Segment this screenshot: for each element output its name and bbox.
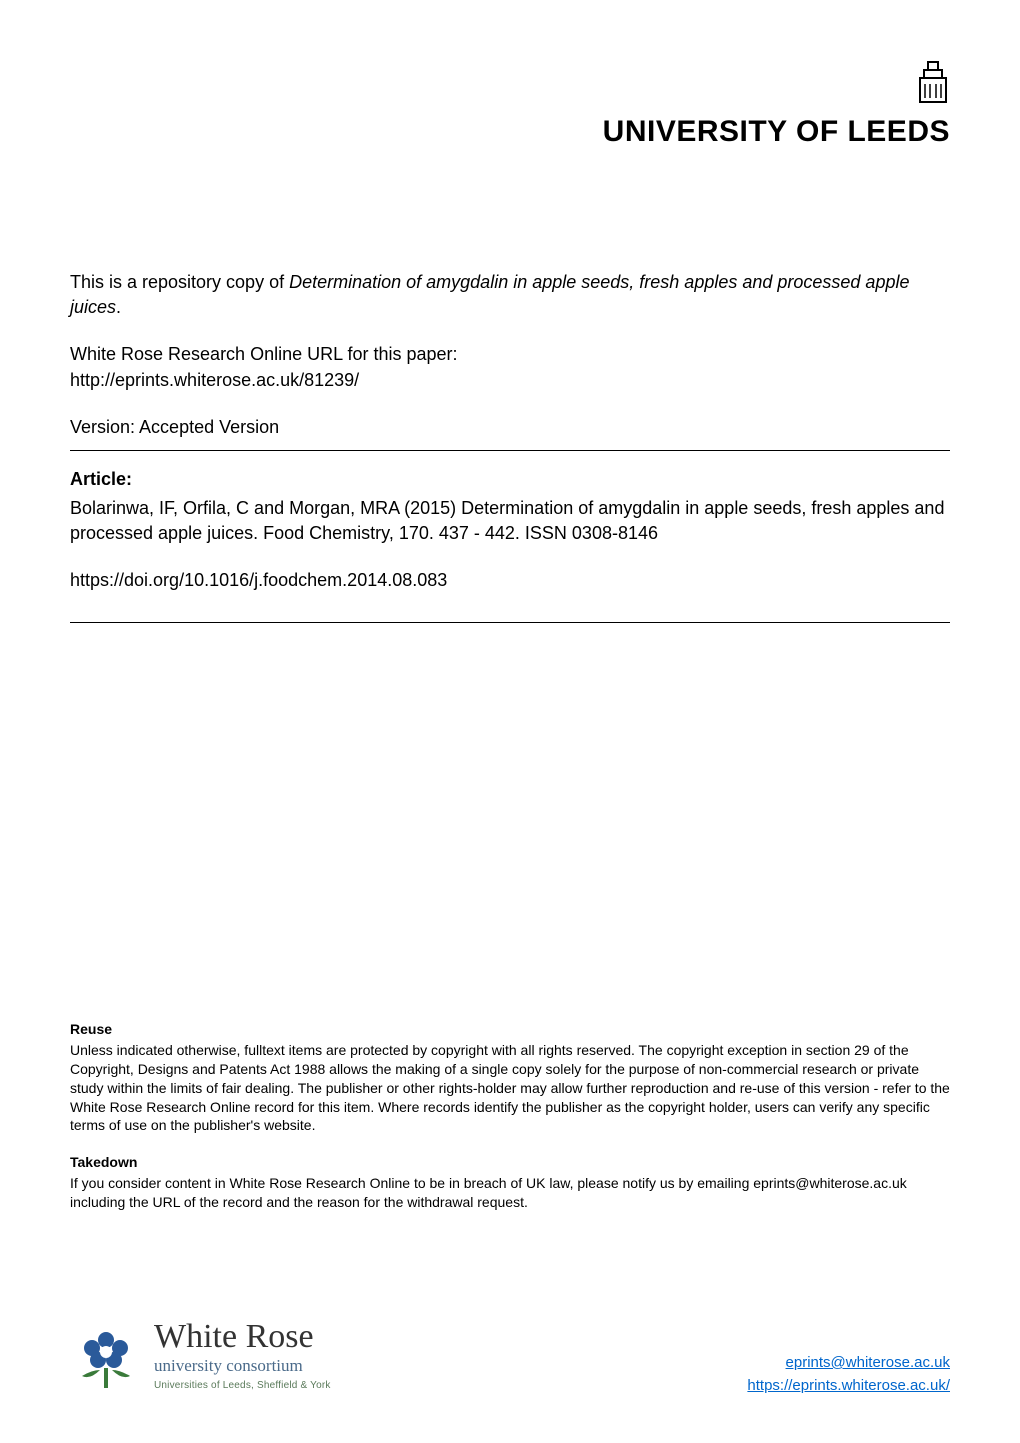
leeds-tower-icon [916, 60, 950, 109]
repository-url: http://eprints.whiterose.ac.uk/81239/ [70, 368, 950, 393]
whiterose-logo: White Rose university consortium Univers… [70, 1312, 331, 1397]
article-citation: Bolarinwa, IF, Orfila, C and Morgan, MRA… [70, 496, 950, 546]
divider-bottom [70, 622, 950, 623]
footer-email-link[interactable]: eprints@whiterose.ac.uk [786, 1354, 950, 1371]
reuse-block: Reuse Unless indicated otherwise, fullte… [70, 1020, 950, 1135]
whiterose-sub: university consortium [154, 1357, 331, 1376]
footer-links: eprints@whiterose.ac.uk https://eprints.… [747, 1352, 950, 1397]
reuse-text: Unless indicated otherwise, fulltext ite… [70, 1041, 950, 1135]
article-block: Article: Bolarinwa, IF, Orfila, C and Mo… [70, 469, 950, 594]
rose-icon [70, 1312, 142, 1397]
divider-top [70, 450, 950, 451]
intro-suffix: . [116, 297, 121, 317]
whiterose-text-block: White Rose university consortium Univers… [154, 1318, 331, 1391]
main-content: This is a repository copy of Determinati… [70, 270, 950, 641]
intro-prefix: This is a repository copy of [70, 272, 289, 292]
policy-block: Reuse Unless indicated otherwise, fullte… [70, 1020, 950, 1212]
version-line: Version: Accepted Version [70, 415, 950, 440]
reuse-heading: Reuse [70, 1020, 950, 1039]
intro-line: This is a repository copy of Determinati… [70, 270, 950, 320]
takedown-text: If you consider content in White Rose Re… [70, 1174, 950, 1212]
footer: White Rose university consortium Univers… [70, 1312, 950, 1397]
takedown-block: Takedown If you consider content in Whit… [70, 1153, 950, 1212]
institution-logo-block: UNIVERSITY OF LEEDS [603, 60, 950, 149]
institution-name: UNIVERSITY OF LEEDS [603, 115, 950, 149]
article-doi: https://doi.org/10.1016/j.foodchem.2014.… [70, 568, 950, 593]
takedown-heading: Takedown [70, 1153, 950, 1172]
whiterose-tagline: Universities of Leeds, Sheffield & York [154, 1380, 331, 1391]
url-label: White Rose Research Online URL for this … [70, 342, 950, 367]
footer-site-link[interactable]: https://eprints.whiterose.ac.uk/ [747, 1377, 950, 1394]
article-heading: Article: [70, 469, 950, 490]
whiterose-main: White Rose [154, 1318, 331, 1355]
